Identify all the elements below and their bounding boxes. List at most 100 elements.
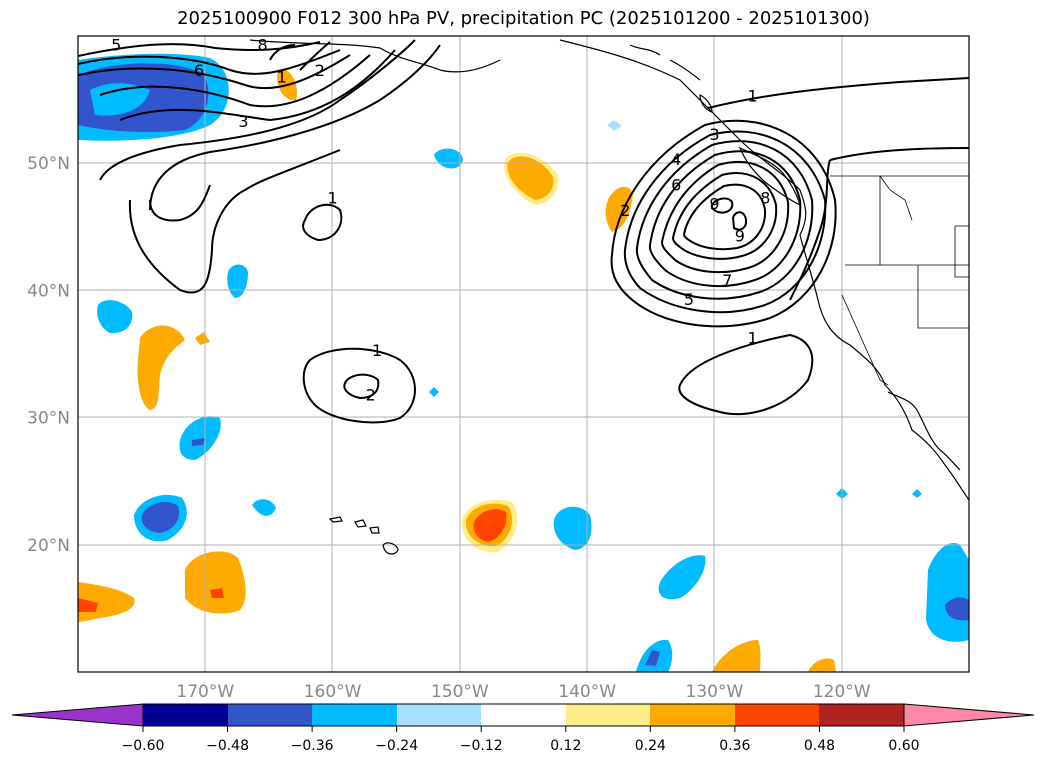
pv-contour-1: [678, 333, 814, 416]
precip-blob-negative: [553, 506, 592, 550]
pv-contour-label: 1: [372, 341, 382, 360]
precip-blob-negative: [429, 387, 439, 397]
precip-blob-negative: [945, 597, 969, 621]
colorbar-tick-label: 0.24: [635, 738, 666, 754]
map-frame: [77, 35, 970, 673]
baja-coastline: [887, 391, 961, 471]
pv-contour-label: 8: [760, 188, 770, 207]
colorbar-tick-label: 0.48: [804, 738, 835, 754]
colorbar-tick-label: 0.36: [719, 738, 750, 754]
precip-blob-negative: [90, 83, 150, 116]
colorbar-segment: [566, 704, 650, 726]
pv-contour-1: [302, 347, 416, 424]
precip-blob-negative: [607, 120, 622, 131]
colorbar-tick-label: 0.12: [550, 738, 581, 754]
pv-contour: [78, 49, 341, 75]
pv-contour: [610, 119, 837, 328]
alaska-islands: [629, 44, 701, 81]
lat-tick-label: 30°N: [27, 409, 70, 429]
pv-contour-label: 3: [238, 112, 248, 131]
precip-blob-negative: [926, 542, 969, 642]
pv-contour-label: 6: [194, 61, 204, 80]
precip-blob-positive: [507, 156, 554, 200]
pv-contour: [119, 49, 396, 122]
pv-contour-1: [302, 203, 343, 242]
pv-contour-2: [343, 373, 380, 400]
lon-tick-label: 120°W: [813, 682, 871, 702]
colorbar-segment: [312, 704, 397, 726]
pv-contour-label: 2: [366, 386, 376, 405]
pv-contour: [78, 41, 321, 57]
lat-tick-label: 50°N: [27, 154, 70, 174]
pv-contour: [671, 172, 778, 260]
colorbar-tick-label: −0.48: [206, 738, 249, 754]
longitude-labels: 170°W 160°W 150°W 140°W 130°W 120°W: [176, 682, 870, 702]
colorbar-tick-label: −0.36: [291, 738, 334, 754]
lat-tick-label: 40°N: [27, 281, 70, 301]
pv-contour: [99, 54, 371, 108]
pv-contour-1: [707, 77, 969, 109]
pv-contour-label: 5: [684, 290, 694, 309]
pv-contour-label: 4: [671, 150, 681, 169]
pv-contours: [78, 39, 969, 424]
pv-contour: [635, 140, 814, 300]
precip-blob-positive: [195, 332, 210, 345]
pv-contour-label: 1: [327, 188, 337, 207]
precip-blob-positive: [78, 598, 98, 612]
precip-blob-positive: [605, 186, 633, 232]
precip-shading: [78, 53, 969, 672]
precip-blob-negative: [658, 555, 706, 600]
precip-blob-positive: [185, 551, 246, 614]
pv-contour-label: 7: [722, 271, 732, 290]
precip-blob-negative: [645, 650, 660, 666]
pv-contour-9: [710, 197, 734, 214]
colorbar-segment: [228, 704, 312, 726]
pv-contour: [128, 149, 341, 294]
colorbar-segment: [735, 704, 819, 726]
colorbar-segment: [481, 704, 566, 726]
colorbar-frame: [142, 703, 905, 727]
pv-contour: [648, 150, 802, 287]
precip-blob-positive: [712, 640, 761, 672]
haida-gwaii: [699, 94, 713, 113]
lon-tick-label: 160°W: [304, 682, 362, 702]
pv-contour: [99, 39, 416, 181]
precip-blob-negative: [227, 264, 248, 298]
pv-contour: [682, 183, 767, 251]
pv-contour-label: 8: [257, 36, 267, 55]
north-america-coastline: [249, 39, 969, 501]
state-borders: [841, 175, 969, 386]
coastlines: [249, 39, 969, 555]
pv-contour-label: 1: [748, 87, 758, 106]
colorbar-tick-label: −0.60: [122, 738, 165, 754]
precip-blob-negative: [97, 300, 133, 334]
latitude-labels: 20°N 30°N 40°N 50°N: [27, 154, 70, 556]
precip-blob-negative: [252, 499, 276, 516]
colorbar-tick-label: −0.24: [375, 738, 418, 754]
colorbar-extend-high: [903, 703, 1035, 727]
pv-contour-label: 9: [735, 227, 745, 246]
pv-contour-9: [731, 211, 748, 231]
colorbar-tick-label: 0.60: [888, 738, 919, 754]
precip-blob-positive: [210, 588, 224, 598]
colorbar: −0.60 −0.48 −0.36 −0.24 −0.12 0.12 0.24 0.36 0.4…: [11, 703, 1035, 754]
pv-contour-label: 1: [748, 328, 758, 347]
precip-blob-negative: [192, 438, 205, 446]
lon-tick-label: 170°W: [176, 682, 234, 702]
precip-blob-negative: [912, 489, 922, 498]
colorbar-segment: [397, 704, 481, 726]
pv-contour-label: 5: [111, 36, 121, 55]
lon-tick-label: 140°W: [558, 682, 616, 702]
lat-tick-label: 20°N: [27, 536, 70, 556]
pv-contour-label: 9: [709, 195, 719, 214]
colorbar-segment: [143, 704, 228, 726]
hawaii-islands: [328, 516, 399, 555]
precip-blob-positive: [473, 509, 507, 542]
pv-contour-label: 2: [315, 61, 325, 80]
pv-contour-label: 6: [671, 176, 681, 195]
map-title: 2025100900 F012 300 hPa PV, precipitatio…: [177, 8, 870, 29]
pv-contour-label: 3: [709, 125, 719, 144]
pv-contour: [660, 160, 790, 274]
